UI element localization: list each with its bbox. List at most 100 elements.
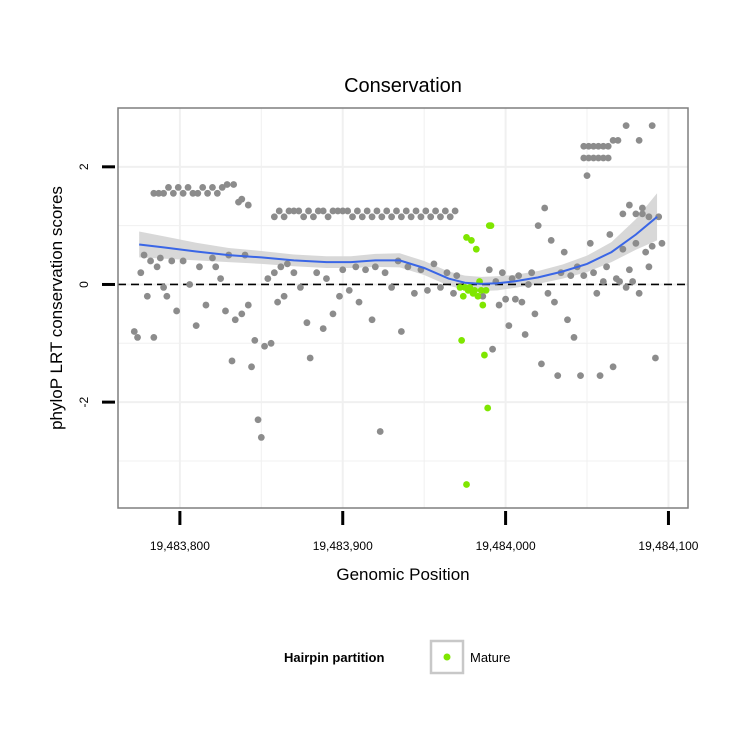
point-s0-158 <box>334 207 342 215</box>
point-s0-41 <box>290 269 298 277</box>
point-s0-123 <box>652 354 659 362</box>
point-s0-139 <box>213 189 221 197</box>
point-s0-101 <box>580 272 588 280</box>
plot-panel <box>117 107 689 509</box>
point-s0-83 <box>521 331 529 338</box>
point-s0-160 <box>344 207 352 215</box>
point-s0-32 <box>257 434 265 441</box>
y-tick-label-0: -2 <box>77 396 91 407</box>
point-s0-70 <box>453 272 461 280</box>
point-s0-172 <box>402 207 410 215</box>
point-s1-12 <box>479 301 487 309</box>
point-s1-9 <box>474 292 482 300</box>
point-s0-4 <box>143 292 151 300</box>
point-s0-24 <box>231 316 239 324</box>
point-s0-155 <box>319 207 327 215</box>
point-s0-93 <box>554 372 562 380</box>
point-s0-168 <box>383 207 391 215</box>
point-s0-5 <box>147 257 154 265</box>
point-s0-18 <box>209 254 216 262</box>
point-s0-52 <box>352 263 360 271</box>
point-s0-196 <box>614 136 622 144</box>
point-s0-129 <box>165 184 172 191</box>
point-s0-136 <box>199 184 207 191</box>
point-s0-48 <box>329 310 337 318</box>
point-s0-183 <box>580 142 588 150</box>
point-s0-175 <box>417 213 425 221</box>
point-s0-30 <box>251 336 259 344</box>
point-s0-6 <box>150 334 158 341</box>
point-s0-147 <box>280 213 288 221</box>
point-s0-59 <box>388 284 395 291</box>
point-s0-61 <box>397 328 405 335</box>
legend: Hairpin partition Mature <box>284 639 510 675</box>
point-s0-72 <box>485 266 493 274</box>
point-s1-4 <box>466 284 474 291</box>
point-s0-153 <box>310 213 317 221</box>
point-s0-36 <box>270 269 278 277</box>
point-s0-114 <box>622 284 630 291</box>
y-tick-label-1: 0 <box>77 281 91 288</box>
point-s0-108 <box>603 263 610 271</box>
point-s1-0 <box>456 284 464 291</box>
point-s1-14 <box>482 286 490 294</box>
point-s0-10 <box>163 292 171 300</box>
point-s0-203 <box>639 204 646 212</box>
point-s0-187 <box>599 142 607 150</box>
point-s0-58 <box>381 269 389 277</box>
chart-title: Conservation <box>344 75 462 97</box>
x-tick-label-2: 19,484,000 <box>476 539 536 553</box>
point-s0-78 <box>505 322 513 330</box>
point-s0-82 <box>518 298 526 306</box>
point-s0-13 <box>179 257 187 265</box>
point-s0-100 <box>577 372 584 380</box>
point-s0-188 <box>604 142 612 150</box>
point-s0-173 <box>407 213 415 221</box>
point-s0-125 <box>658 239 666 247</box>
legend-entry-mature: Mature <box>470 650 510 665</box>
point-s0-133 <box>184 184 192 191</box>
point-s0-84 <box>525 281 532 288</box>
point-s0-186 <box>595 142 602 150</box>
point-s0-145 <box>270 213 278 221</box>
point-s0-191 <box>590 154 597 162</box>
point-s0-80 <box>511 295 519 303</box>
point-s0-38 <box>277 263 285 271</box>
point-s0-194 <box>604 154 612 162</box>
point-s0-180 <box>441 207 449 215</box>
point-s0-37 <box>274 298 281 306</box>
point-s0-71 <box>479 292 487 300</box>
point-s0-62 <box>404 263 412 271</box>
point-s0-75 <box>495 301 503 309</box>
data-points <box>130 122 666 488</box>
point-s0-39 <box>280 292 288 300</box>
point-s0-29 <box>248 363 255 371</box>
point-s0-102 <box>583 172 591 180</box>
point-s0-113 <box>619 245 627 253</box>
point-s0-17 <box>202 301 210 309</box>
point-s1-19 <box>458 336 466 344</box>
point-s0-162 <box>354 207 361 215</box>
point-s0-86 <box>531 310 539 318</box>
point-s0-31 <box>254 416 262 424</box>
point-s0-11 <box>168 257 176 265</box>
point-s1-5 <box>468 236 475 244</box>
point-s0-193 <box>599 154 607 162</box>
x-tick-label-0: 19,483,800 <box>150 539 210 553</box>
point-s0-202 <box>632 210 640 218</box>
point-s0-197 <box>622 122 630 130</box>
point-s0-195 <box>609 136 617 144</box>
point-s0-65 <box>424 286 431 294</box>
point-s0-110 <box>609 363 617 371</box>
point-s0-159 <box>339 207 347 215</box>
point-s0-98 <box>570 334 578 341</box>
point-s0-185 <box>590 142 597 150</box>
smooth-line-layer <box>139 216 658 285</box>
point-s0-198 <box>635 136 643 144</box>
point-s0-169 <box>388 213 395 221</box>
point-s0-170 <box>393 207 400 215</box>
point-s0-15 <box>192 322 200 330</box>
point-s0-109 <box>606 231 614 238</box>
point-s0-9 <box>160 284 168 291</box>
point-s0-47 <box>323 275 330 282</box>
